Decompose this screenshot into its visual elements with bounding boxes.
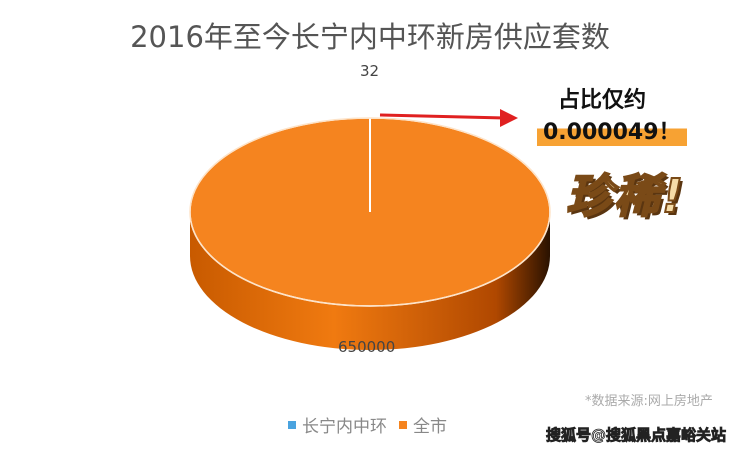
legend-label-0: 长宁内中环	[302, 417, 387, 437]
legend-swatch-1	[399, 420, 407, 429]
data-label-1: 650000	[338, 338, 396, 356]
annotation-rare: 珍稀!	[565, 168, 685, 224]
annotation-line2: 0.000049！	[537, 114, 687, 146]
annotation-line1: 占比仅约	[558, 88, 647, 113]
pie-side	[190, 212, 550, 350]
pie-top-edge	[189, 117, 551, 307]
chart-title: 2016年至今长宁内中环新房供应套数	[130, 20, 610, 54]
arrow-head-icon	[500, 109, 518, 127]
legend-label-1: 全市	[413, 417, 447, 437]
legend-swatch-0	[288, 420, 296, 429]
arrow-line	[379, 113, 506, 120]
data-label-0: 32	[360, 62, 380, 80]
legend: 长宁内中环 全市	[288, 412, 447, 437]
source-note: *数据来源:网上房地产	[585, 394, 713, 409]
watermark: 搜狐号@搜狐黑点嘉峪关站	[546, 426, 727, 445]
